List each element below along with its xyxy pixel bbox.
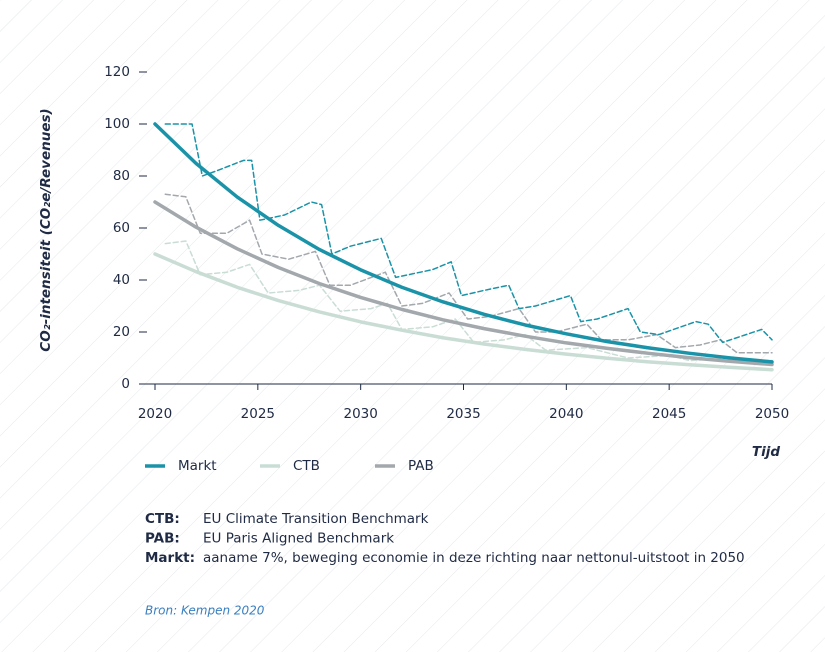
- y-tick-label: 20: [113, 324, 130, 340]
- y-tick-label: 80: [113, 168, 130, 184]
- line: [153, 200, 774, 367]
- note-label: PAB:: [145, 531, 180, 547]
- note-text: aaname 7%, beweging economie in deze ric…: [203, 550, 745, 566]
- legend-label: CTB: [293, 458, 320, 474]
- y-tick-label: 120: [104, 64, 130, 80]
- x-tick-label: 2020: [138, 406, 172, 422]
- legend-label: PAB: [408, 458, 434, 474]
- note-label: Markt:: [145, 550, 195, 566]
- note-text: EU Climate Transition Benchmark: [203, 511, 429, 527]
- legend-label: Markt: [178, 458, 217, 474]
- note-label: CTB:: [145, 511, 180, 527]
- y-axis-title: CO₂-intensiteit (CO₂e/Revenues): [38, 108, 54, 351]
- x-tick-label: 2050: [755, 406, 789, 422]
- x-axis-title: Tijd: [752, 444, 780, 460]
- x-tick-label: 2035: [446, 406, 480, 422]
- y-tick-label: 100: [104, 116, 130, 132]
- line: [153, 122, 774, 364]
- x-tick-label: 2040: [549, 406, 583, 422]
- y-tick-label: 0: [121, 376, 130, 392]
- dashed-line: [164, 123, 773, 344]
- dashed-line: [164, 240, 773, 362]
- line: [153, 252, 774, 372]
- source: Bron: Kempen 2020: [145, 604, 265, 618]
- y-tick-label: 40: [113, 272, 130, 288]
- x-tick-label: 2025: [241, 406, 275, 422]
- y-tick-label: 60: [113, 220, 130, 236]
- x-tick-label: 2045: [652, 406, 686, 422]
- note-text: EU Paris Aligned Benchmark: [203, 531, 394, 547]
- x-tick-label: 2030: [343, 406, 377, 422]
